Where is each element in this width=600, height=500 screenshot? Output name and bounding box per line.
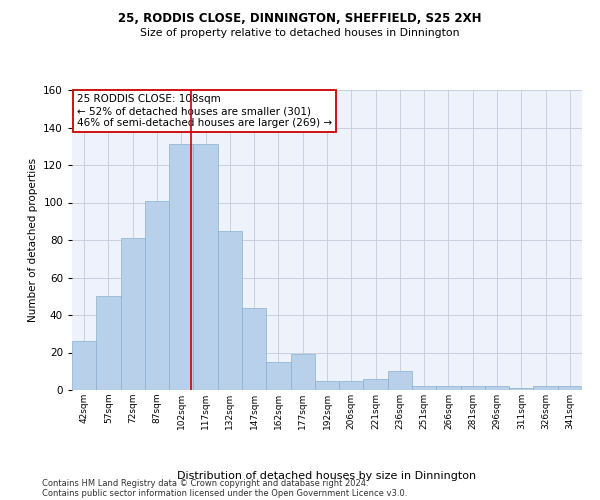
Bar bbox=[266, 362, 290, 390]
Bar bbox=[121, 238, 145, 390]
Bar bbox=[461, 386, 485, 390]
Bar bbox=[533, 386, 558, 390]
Bar bbox=[509, 388, 533, 390]
Text: 25, RODDIS CLOSE, DINNINGTON, SHEFFIELD, S25 2XH: 25, RODDIS CLOSE, DINNINGTON, SHEFFIELD,… bbox=[118, 12, 482, 26]
Bar bbox=[436, 386, 461, 390]
Bar bbox=[193, 144, 218, 390]
Bar bbox=[242, 308, 266, 390]
Bar bbox=[315, 380, 339, 390]
Bar bbox=[364, 379, 388, 390]
X-axis label: Distribution of detached houses by size in Dinnington: Distribution of detached houses by size … bbox=[178, 471, 476, 481]
Bar bbox=[169, 144, 193, 390]
Bar bbox=[290, 354, 315, 390]
Text: Contains public sector information licensed under the Open Government Licence v3: Contains public sector information licen… bbox=[42, 488, 407, 498]
Bar bbox=[218, 230, 242, 390]
Y-axis label: Number of detached properties: Number of detached properties bbox=[28, 158, 38, 322]
Bar bbox=[96, 296, 121, 390]
Bar bbox=[485, 386, 509, 390]
Bar bbox=[412, 386, 436, 390]
Text: 25 RODDIS CLOSE: 108sqm
← 52% of detached houses are smaller (301)
46% of semi-d: 25 RODDIS CLOSE: 108sqm ← 52% of detache… bbox=[77, 94, 332, 128]
Bar bbox=[558, 386, 582, 390]
Bar bbox=[339, 380, 364, 390]
Text: Size of property relative to detached houses in Dinnington: Size of property relative to detached ho… bbox=[140, 28, 460, 38]
Bar bbox=[145, 200, 169, 390]
Bar bbox=[72, 341, 96, 390]
Bar bbox=[388, 371, 412, 390]
Text: Contains HM Land Registry data © Crown copyright and database right 2024.: Contains HM Land Registry data © Crown c… bbox=[42, 478, 368, 488]
